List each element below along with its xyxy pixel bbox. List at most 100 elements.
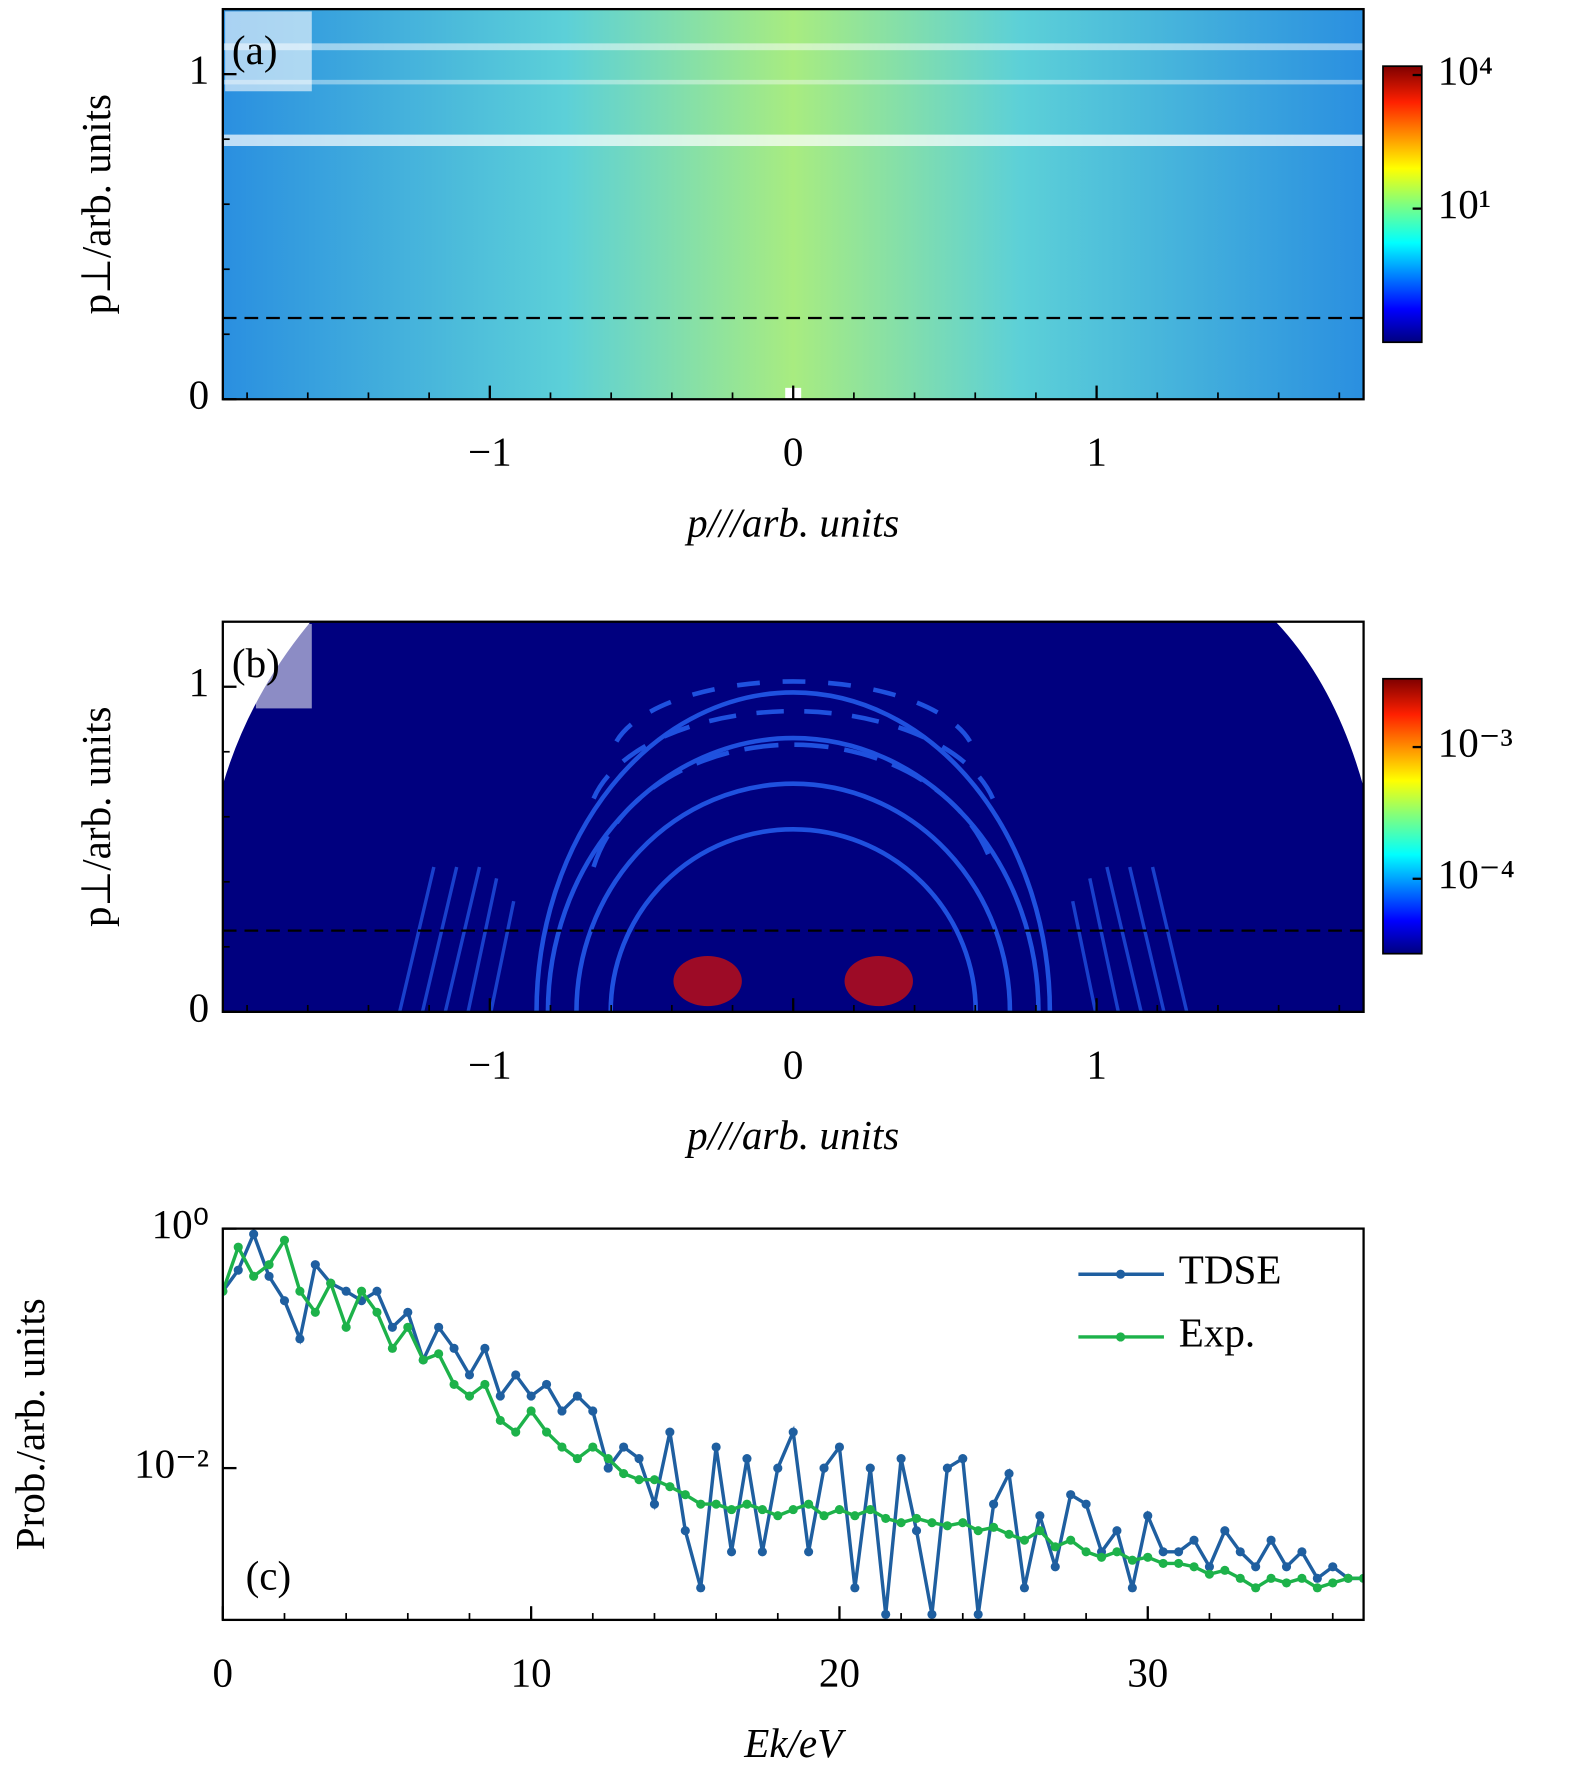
data-point bbox=[1004, 1529, 1014, 1539]
x-tick-label: 1 bbox=[1086, 429, 1107, 475]
x-tick-label: 0 bbox=[783, 1041, 804, 1087]
data-point bbox=[1174, 1558, 1184, 1568]
panel-label: (b) bbox=[232, 640, 280, 686]
colorbar bbox=[1382, 677, 1423, 955]
data-point bbox=[665, 1482, 675, 1492]
data-point bbox=[495, 1391, 505, 1401]
data-point bbox=[1297, 1547, 1307, 1557]
data-point bbox=[1204, 1569, 1214, 1579]
label-box bbox=[225, 11, 312, 92]
y-tick-label: 10⁻² bbox=[134, 1441, 209, 1487]
data-point bbox=[927, 1609, 937, 1619]
data-point bbox=[1343, 1573, 1353, 1583]
heatmap-image bbox=[222, 9, 1364, 400]
data-point bbox=[773, 1511, 783, 1521]
data-point bbox=[372, 1286, 382, 1296]
y-axis-label: p⊥/arb. units bbox=[73, 707, 119, 927]
data-point bbox=[249, 1229, 259, 1239]
data-point bbox=[896, 1454, 906, 1464]
panel-label: (a) bbox=[232, 27, 278, 73]
plot-frame bbox=[221, 1227, 1365, 1622]
data-point bbox=[850, 1583, 860, 1593]
data-point bbox=[1297, 1573, 1307, 1583]
data-point bbox=[233, 1265, 243, 1275]
x-tick-label: 1 bbox=[1086, 1041, 1107, 1087]
data-point bbox=[958, 1454, 968, 1464]
data-point bbox=[834, 1442, 845, 1452]
data-point bbox=[480, 1343, 490, 1353]
data-point bbox=[295, 1334, 305, 1344]
data-point bbox=[588, 1442, 598, 1452]
data-point bbox=[1004, 1469, 1014, 1479]
y-tick-label: 1 bbox=[189, 659, 210, 705]
data-point bbox=[896, 1518, 906, 1528]
data-point bbox=[557, 1442, 567, 1452]
data-point bbox=[1127, 1583, 1137, 1593]
data-point bbox=[1220, 1526, 1230, 1536]
data-point bbox=[1066, 1535, 1076, 1545]
data-point bbox=[711, 1442, 721, 1452]
data-point bbox=[804, 1499, 814, 1509]
data-point bbox=[819, 1511, 829, 1521]
data-point bbox=[449, 1343, 459, 1353]
data-point bbox=[1050, 1562, 1060, 1572]
data-point bbox=[1251, 1562, 1261, 1572]
y-axis-label: Prob./arb. units bbox=[7, 1298, 53, 1550]
data-point bbox=[511, 1427, 521, 1437]
data-point bbox=[464, 1391, 475, 1401]
data-point bbox=[264, 1271, 274, 1281]
data-point bbox=[341, 1322, 351, 1332]
data-point bbox=[1143, 1552, 1153, 1562]
colorbar bbox=[1382, 65, 1423, 344]
legend-label: Exp. bbox=[1179, 1309, 1255, 1355]
x-axis-label: Ek/eV bbox=[743, 1720, 847, 1766]
data-point bbox=[1220, 1565, 1230, 1575]
y-tick-label: 0 bbox=[189, 984, 210, 1030]
data-point bbox=[757, 1547, 767, 1557]
data-point bbox=[973, 1609, 983, 1619]
data-point bbox=[434, 1349, 444, 1359]
data-point bbox=[603, 1463, 613, 1473]
data-point bbox=[1312, 1573, 1322, 1583]
y-tick-label: 1 bbox=[189, 47, 210, 93]
label-box bbox=[255, 623, 312, 709]
data-point bbox=[634, 1475, 644, 1485]
legend-marker bbox=[1116, 1269, 1126, 1279]
data-point bbox=[757, 1505, 767, 1515]
data-point bbox=[911, 1526, 922, 1536]
data-point bbox=[634, 1454, 644, 1464]
data-point bbox=[1174, 1547, 1184, 1557]
data-point bbox=[403, 1307, 413, 1317]
x-tick-label: 0 bbox=[213, 1649, 234, 1695]
y-tick-label: 10⁰ bbox=[152, 1201, 210, 1247]
data-point bbox=[572, 1391, 582, 1401]
data-point bbox=[1019, 1583, 1030, 1593]
data-point bbox=[958, 1518, 968, 1528]
data-point bbox=[279, 1235, 290, 1245]
data-point bbox=[1266, 1573, 1276, 1583]
data-point bbox=[449, 1379, 459, 1389]
panel-label: (c) bbox=[246, 1552, 292, 1598]
data-point bbox=[1035, 1511, 1045, 1521]
legend-label: TDSE bbox=[1179, 1247, 1282, 1293]
plot-frame bbox=[221, 620, 1365, 1013]
data-point bbox=[264, 1260, 274, 1270]
data-point bbox=[1019, 1535, 1030, 1545]
data-point bbox=[357, 1286, 367, 1296]
data-point bbox=[372, 1307, 382, 1317]
data-point bbox=[526, 1406, 536, 1416]
data-point bbox=[911, 1513, 922, 1523]
colorbar-tick-label: 10¹ bbox=[1438, 181, 1491, 227]
data-point bbox=[1266, 1535, 1276, 1545]
data-point bbox=[464, 1370, 475, 1380]
data-point bbox=[1251, 1583, 1261, 1593]
data-point bbox=[865, 1505, 875, 1515]
data-point bbox=[418, 1355, 428, 1365]
data-point bbox=[1204, 1562, 1214, 1572]
data-point bbox=[603, 1454, 613, 1464]
data-point bbox=[310, 1260, 320, 1270]
data-point bbox=[310, 1307, 320, 1317]
data-point bbox=[804, 1547, 814, 1557]
data-point bbox=[619, 1442, 629, 1452]
x-tick-label: 0 bbox=[783, 429, 804, 475]
